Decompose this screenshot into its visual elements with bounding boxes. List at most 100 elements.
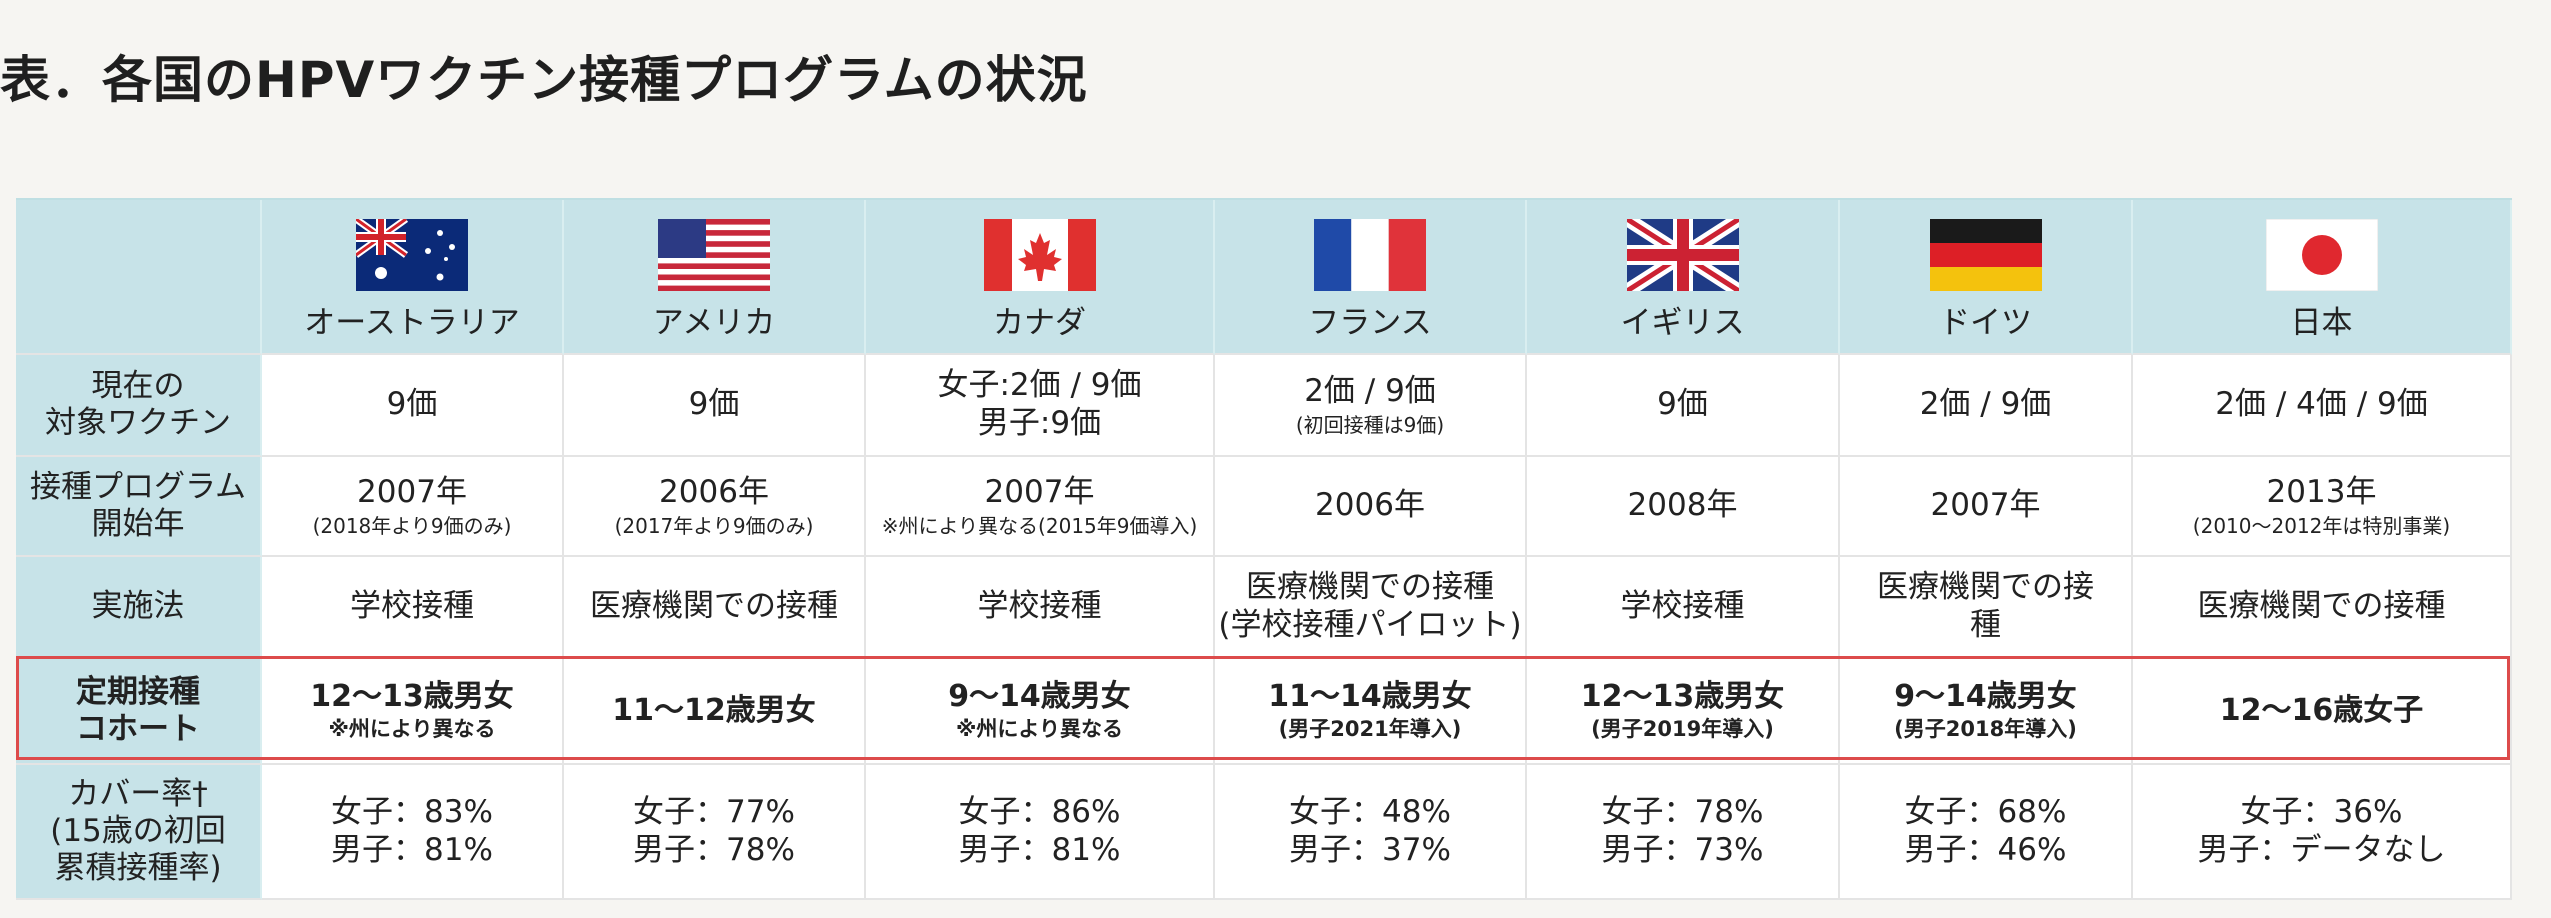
cell-value: 11～14歳男女: [1268, 678, 1472, 714]
country-name: フランス: [1308, 305, 1432, 342]
country-header: アメリカ: [564, 200, 866, 355]
row-header: カバー率† (15歳の初回 累積接種率): [16, 765, 262, 900]
table-cell: 女子：68% 男子：46%: [1840, 765, 2133, 900]
country-name: イギリス: [1620, 305, 1745, 342]
country-header: ドイツ: [1840, 200, 2133, 355]
country-name: 日本: [2290, 305, 2353, 342]
cell-value: 女子：77%: [633, 793, 795, 830]
table-cell: 女子：86% 男子：81%: [866, 765, 1215, 900]
table-cell: 医療機関での接種 (学校接種パイロット): [1215, 557, 1527, 659]
table-cell: 2007年 ※州により異なる(2015年9価導入): [866, 457, 1215, 557]
cell-value: 2006年: [659, 473, 769, 510]
table-cell: 9価: [262, 355, 564, 457]
cell-value: 2007年: [1930, 487, 2041, 524]
cell-value: 男子：データなし: [2197, 831, 2446, 868]
row-header-line: 対象ワクチン: [45, 405, 231, 441]
table-cell: 2008年: [1527, 457, 1840, 557]
cell-value: 12～13歳男女: [1580, 678, 1785, 714]
cell-value: 男子：81%: [331, 831, 493, 868]
row-header-line: カバー率†: [68, 775, 208, 812]
table-cell: 女子：78% 男子：73%: [1527, 765, 1840, 900]
cell-value: 男子：78%: [633, 831, 795, 868]
table-cell: 学校接種: [262, 557, 564, 659]
table-cell: 2価 / 4価 / 9価: [2133, 355, 2512, 457]
country-header: イギリス: [1527, 200, 1840, 355]
cell-note: ※州により異なる(2015年9価導入): [881, 513, 1198, 538]
table-cell: 11～14歳男女 (男子2021年導入): [1215, 659, 1527, 765]
country-header: オーストラリア: [262, 200, 564, 355]
table-grid: オーストラリア アメリカ カナダ フランス イギリス ドイツ 日本現在の 対象ワクチン 9価 9価…: [16, 198, 2512, 900]
usa-flag: [658, 219, 770, 292]
table-cell: 9～14歳男女 (男子2018年導入): [1840, 659, 2133, 765]
cell-value: 学校接種: [1620, 588, 1745, 625]
canada-flag: [983, 219, 1096, 292]
row-header: 現在の 対象ワクチン: [16, 355, 262, 457]
cell-value: 2価 / 9価: [1919, 386, 2052, 423]
country-header: 日本: [2133, 200, 2512, 355]
vaccine-program-table: オーストラリア アメリカ カナダ フランス イギリス ドイツ 日本現在の 対象ワクチン 9価 9価…: [16, 198, 2512, 918]
cell-value: 9～14歳男女: [948, 678, 1131, 714]
cell-value: 女子:2価 / 9価: [937, 367, 1142, 404]
cell-value: 種: [1970, 607, 2001, 643]
cell-value: 2013年: [2266, 473, 2377, 510]
cell-value: (学校接種パイロット): [1218, 607, 1522, 643]
country-name: カナダ: [993, 305, 1086, 342]
table-cell: 12～16歳女子: [2133, 659, 2512, 765]
row-header-line: 定期接種: [76, 673, 200, 710]
table-cell: 女子：36% 男子：データなし: [2133, 765, 2512, 900]
cell-note: ※州により異なる: [956, 717, 1123, 742]
cell-value: 2価 / 4価 / 9価: [2215, 386, 2428, 423]
cell-value: 9価: [386, 386, 438, 423]
cell-value: 9～14歳男女: [1894, 678, 2077, 714]
row-header: 実施法: [16, 557, 262, 659]
country-name: オーストラリア: [304, 305, 520, 342]
cell-value: 医療機関での接種: [590, 588, 838, 625]
table-cell: 2013年 (2010～2012年は特別事業): [2133, 457, 2512, 557]
cell-note: (男子2021年導入): [1278, 717, 1462, 742]
cell-note: (初回接種は9価): [1295, 412, 1445, 437]
cell-value: 男子：73%: [1601, 831, 1764, 868]
country-name: アメリカ: [652, 305, 776, 342]
cell-note: (2017年より9価のみ): [614, 513, 814, 538]
cell-value: 9価: [688, 386, 740, 423]
cell-value: 12～16歳女子: [2219, 692, 2424, 728]
cell-note: (2010～2012年は特別事業): [2192, 513, 2451, 538]
cell-value: 医療機関での接種: [1246, 569, 1494, 606]
table-cell: 医療機関での接種: [1840, 557, 2133, 659]
table-cell: 医療機関での接種: [564, 557, 866, 659]
row-header-line: 接種プログラム: [29, 468, 247, 505]
cell-value: 女子：36%: [2240, 793, 2403, 830]
table-cell: 医療機関での接種: [2133, 557, 2512, 659]
cell-value: 男子：46%: [1904, 831, 2067, 868]
cell-value: 11～12歳男女: [612, 692, 816, 728]
table-cell: 2007年: [1840, 457, 2133, 557]
table-cell: 2006年 (2017年より9価のみ): [564, 457, 866, 557]
table-cell: 学校接種: [866, 557, 1215, 659]
page-title: 表．各国のHPVワクチン接種プログラムの状況: [0, 51, 1088, 109]
cell-value: 2007年: [357, 473, 467, 510]
cell-value: 女子：86%: [958, 793, 1121, 830]
cell-value: 女子：48%: [1289, 793, 1451, 830]
table-cell: 12～13歳男女 ※州により異なる: [262, 659, 564, 765]
cell-note: (男子2018年導入): [1894, 717, 2077, 742]
cell-note: (男子2019年導入): [1591, 717, 1774, 742]
country-name: ドイツ: [1939, 305, 2032, 342]
row-header: 接種プログラム 開始年: [16, 457, 262, 557]
row-header-line: 現在の: [91, 367, 185, 404]
cell-value: 2006年: [1315, 487, 1425, 524]
row-header-line: 累積接種率): [54, 850, 222, 887]
table-cell: 9価: [564, 355, 866, 457]
table-cell: 女子：83% 男子：81%: [262, 765, 564, 900]
australia-flag: [353, 216, 468, 292]
cell-value: 2008年: [1627, 487, 1738, 524]
table-cell: 9価: [1527, 355, 1840, 457]
cell-value: 12～13歳男女: [310, 678, 514, 714]
table-cell: 2007年 (2018年より9価のみ): [262, 457, 564, 557]
cell-value: 2007年: [984, 473, 1095, 510]
country-header: フランス: [1215, 200, 1527, 355]
japan-flag: [2265, 218, 2378, 292]
row-header: 定期接種 コホート: [16, 659, 262, 765]
cell-value: 女子：78%: [1601, 793, 1764, 830]
table-cell: 女子:2価 / 9価 男子:9価: [866, 355, 1215, 457]
cell-value: 女子：83%: [331, 793, 493, 830]
